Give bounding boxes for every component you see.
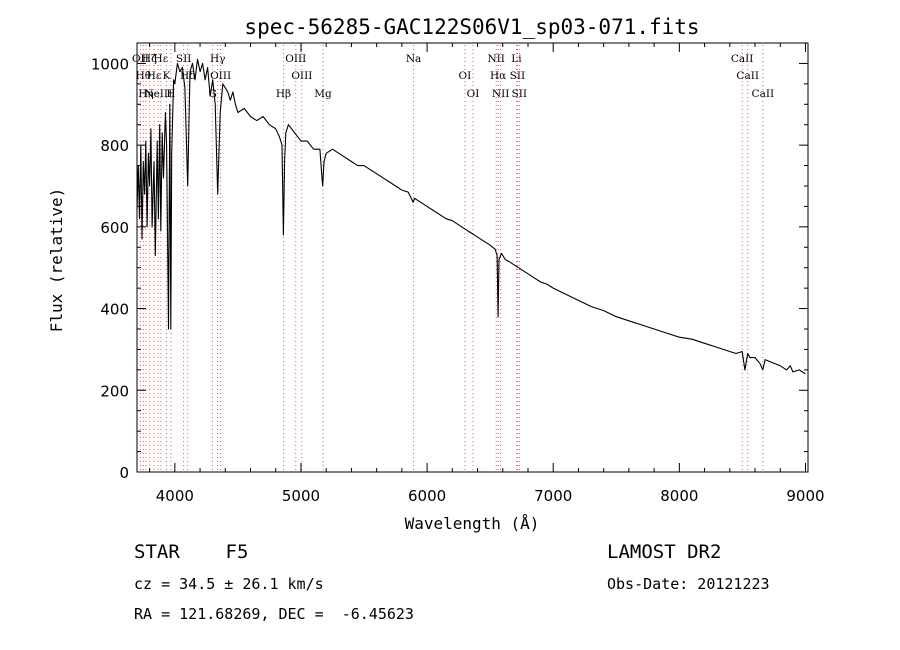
spectral-line-label: SII <box>176 53 192 65</box>
x-tick-label: 7000 <box>534 487 572 505</box>
x-tick-label: 4000 <box>156 487 194 505</box>
x-tick-label: 6000 <box>408 487 446 505</box>
spectral-line-label: Hδ <box>180 70 195 82</box>
spectral-line-label: Hγ <box>210 53 225 65</box>
y-tick-label: 200 <box>100 382 129 400</box>
spectral-line-label: OI <box>467 88 480 100</box>
spectral-line-label: G <box>208 88 216 100</box>
spectral-line-label: OI <box>459 70 472 82</box>
x-tick-label: 5000 <box>282 487 320 505</box>
spectral-line-label: Hα <box>490 70 506 82</box>
spectral-line-label: Mg <box>314 88 332 100</box>
spectrum-series <box>136 58 806 375</box>
spectral-line-label: OIII <box>210 70 231 82</box>
spectral-line-label: Hε <box>154 53 169 65</box>
spectral-line-label: OIII <box>291 70 312 82</box>
x-tick-label: 9000 <box>786 487 824 505</box>
survey-name: LAMOST DR2 <box>607 541 722 563</box>
spectral-line-label: NII <box>492 88 509 100</box>
spectrum-line <box>136 58 806 375</box>
y-tick-label: 0 <box>119 464 129 482</box>
spectral-line-label: SII <box>512 88 528 100</box>
observation-date: Obs-Date: 20121223 <box>607 575 770 593</box>
spectral-line-label: SII <box>510 70 526 82</box>
spectral-line-label: NeIII <box>144 88 172 100</box>
chart-title: spec-56285-GAC122S06V1_sp03-071.fits <box>244 15 699 39</box>
spectral-line-label: OIII <box>285 53 306 65</box>
x-tick-label: 8000 <box>660 487 698 505</box>
spectral-line-markers: OIIHθHηHζHεNeIIIHεKHSIIHδGHγOIIIHβOIIIOI… <box>132 45 774 472</box>
spectral-line-label: Hη <box>138 88 153 100</box>
y-tick-label: 400 <box>100 301 129 319</box>
y-axis-label: Flux (relative) <box>47 188 66 333</box>
spectral-line-label: Li <box>511 53 522 65</box>
spectral-line-label: CaII <box>752 88 775 100</box>
spectral-line-label: Hθ <box>136 70 151 82</box>
y-tick-label: 1000 <box>91 55 129 73</box>
y-tick-label: 600 <box>100 219 129 237</box>
spectral-line-label: CaII <box>736 70 759 82</box>
spectral-line-label: OII <box>132 53 149 65</box>
coordinates: RA = 121.68269, DEC = -6.45623 <box>134 605 414 623</box>
spectral-line-label: Hε <box>147 70 162 82</box>
redshift-velocity: cz = 34.5 ± 26.1 km/s <box>134 575 324 593</box>
object-class: STAR F5 <box>134 541 249 563</box>
plot-frame <box>136 42 809 473</box>
x-axis-label: Wavelength (Å) <box>405 514 540 533</box>
spectral-line-label: Hζ <box>142 53 157 65</box>
spectral-line-label: H <box>166 88 175 100</box>
spectral-line-label: CaII <box>731 53 754 65</box>
spectral-line-label: Na <box>406 53 421 65</box>
spectral-line-label: NII <box>487 53 504 65</box>
y-tick-label: 800 <box>100 137 129 155</box>
spectral-line-label: Hβ <box>276 88 291 100</box>
y-axis-ticks: 0 200 400 600 800 1000 <box>91 55 808 482</box>
spectral-line-label: K <box>163 70 171 82</box>
x-axis-ticks: 4000 5000 6000 7000 8000 9000 <box>149 43 825 505</box>
